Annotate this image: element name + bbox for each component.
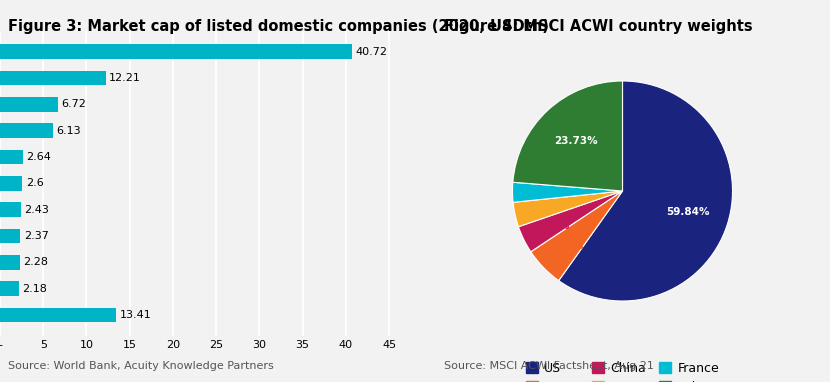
Text: 2.6: 2.6: [26, 178, 44, 188]
Bar: [0, 44, 352, 59]
Wedge shape: [559, 81, 733, 301]
Bar: [0, 202, 21, 217]
Text: 2.91%: 2.91%: [519, 187, 554, 197]
Legend: US, Japan, China, UK, France, Others: US, Japan, China, UK, France, Others: [520, 357, 725, 382]
Text: 6.13: 6.13: [56, 126, 81, 136]
Wedge shape: [531, 191, 622, 281]
Text: 2.28: 2.28: [23, 257, 48, 267]
Bar: [0, 71, 105, 85]
Text: Figure 3: Market cap of listed domestic companies (2020, USDtn): Figure 3: Market cap of listed domestic …: [8, 19, 549, 34]
Text: 12.21: 12.21: [109, 73, 141, 83]
Text: Figure 4: MSCI ACWI country weights: Figure 4: MSCI ACWI country weights: [444, 19, 753, 34]
Text: 2.43: 2.43: [24, 205, 49, 215]
Bar: [0, 176, 22, 191]
Text: 3.62%: 3.62%: [520, 204, 557, 214]
Bar: [0, 123, 53, 138]
Bar: [0, 255, 20, 270]
Wedge shape: [513, 81, 622, 191]
Text: Source: MSCI ACWI Factsheet, Aug 21: Source: MSCI ACWI Factsheet, Aug 21: [444, 361, 654, 371]
Bar: [0, 97, 58, 112]
Text: 2.64: 2.64: [27, 152, 51, 162]
Text: 2.37: 2.37: [24, 231, 49, 241]
Text: 5.84%: 5.84%: [547, 241, 583, 251]
Text: 40.72: 40.72: [355, 47, 388, 57]
Bar: [0, 229, 21, 243]
Wedge shape: [512, 182, 622, 202]
Bar: [0, 282, 19, 296]
Bar: [0, 308, 116, 322]
Text: 2.18: 2.18: [22, 284, 47, 294]
Text: 6.72: 6.72: [61, 99, 86, 109]
Wedge shape: [513, 191, 622, 227]
Text: 23.73%: 23.73%: [554, 136, 598, 146]
Bar: [0, 150, 23, 164]
Text: Source: World Bank, Acuity Knowledge Partners: Source: World Bank, Acuity Knowledge Par…: [8, 361, 274, 371]
Text: 59.84%: 59.84%: [666, 207, 709, 217]
Text: 13.41: 13.41: [120, 310, 151, 320]
Text: 4.05%: 4.05%: [533, 221, 569, 231]
Wedge shape: [519, 191, 622, 252]
